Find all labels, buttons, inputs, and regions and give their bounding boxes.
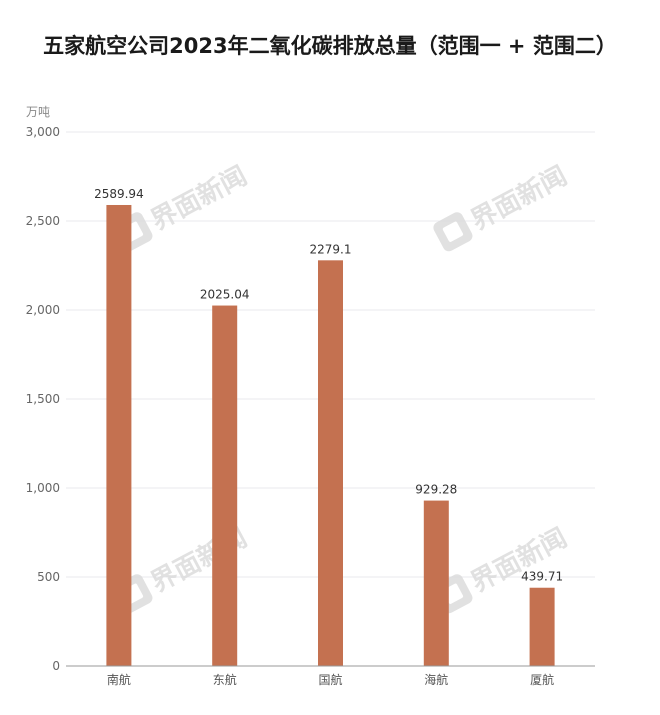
bar-4 bbox=[423, 500, 449, 666]
bar-3 bbox=[318, 260, 343, 666]
watermark-logo: 界面新闻 bbox=[433, 160, 572, 252]
watermark-logo: 界面新闻 bbox=[113, 160, 252, 252]
y-axis-unit-label: 万吨 bbox=[26, 105, 51, 119]
data-label: 2279.1 bbox=[310, 242, 352, 256]
y-tick-label: 2,500 bbox=[26, 214, 60, 228]
data-label: 929.28 bbox=[415, 483, 457, 497]
data-label: 439.71 bbox=[521, 570, 563, 584]
y-tick-label: 1,500 bbox=[26, 392, 60, 406]
svg-text:界面新闻: 界面新闻 bbox=[466, 160, 572, 236]
y-tick-label: 2,000 bbox=[26, 303, 60, 317]
y-tick-label: 3,000 bbox=[26, 125, 60, 139]
svg-text:界面新闻: 界面新闻 bbox=[466, 522, 572, 598]
bars bbox=[106, 204, 555, 667]
bar-2 bbox=[212, 305, 238, 666]
chart-title: 五家航空公司2023年二氧化碳排放总量（范围一 + 范围二） bbox=[43, 34, 617, 58]
bar-1 bbox=[106, 204, 132, 667]
y-tick-label: 500 bbox=[37, 570, 60, 584]
data-labels: 2589.94 2025.04 2279.1 929.28 439.71 bbox=[94, 187, 563, 584]
data-label: 2025.04 bbox=[200, 288, 250, 302]
svg-text:界面新闻: 界面新闻 bbox=[146, 160, 252, 236]
data-label: 2589.94 bbox=[94, 187, 144, 201]
x-tick-label: 东航 bbox=[213, 672, 237, 687]
bar-5 bbox=[529, 587, 555, 666]
x-tick-label: 南航 bbox=[107, 672, 131, 687]
x-tick-label: 海航 bbox=[424, 672, 448, 687]
y-tick-label: 0 bbox=[52, 659, 60, 673]
x-tick-label: 厦航 bbox=[530, 672, 554, 687]
y-tick-label: 1,000 bbox=[26, 481, 60, 495]
x-tick-label: 国航 bbox=[318, 672, 342, 687]
y-axis-tick-labels: 0 500 1,000 1,500 2,000 2,500 3,000 bbox=[26, 125, 60, 673]
x-axis-tick-labels: 南航 东航 国航 海航 厦航 bbox=[107, 672, 554, 687]
